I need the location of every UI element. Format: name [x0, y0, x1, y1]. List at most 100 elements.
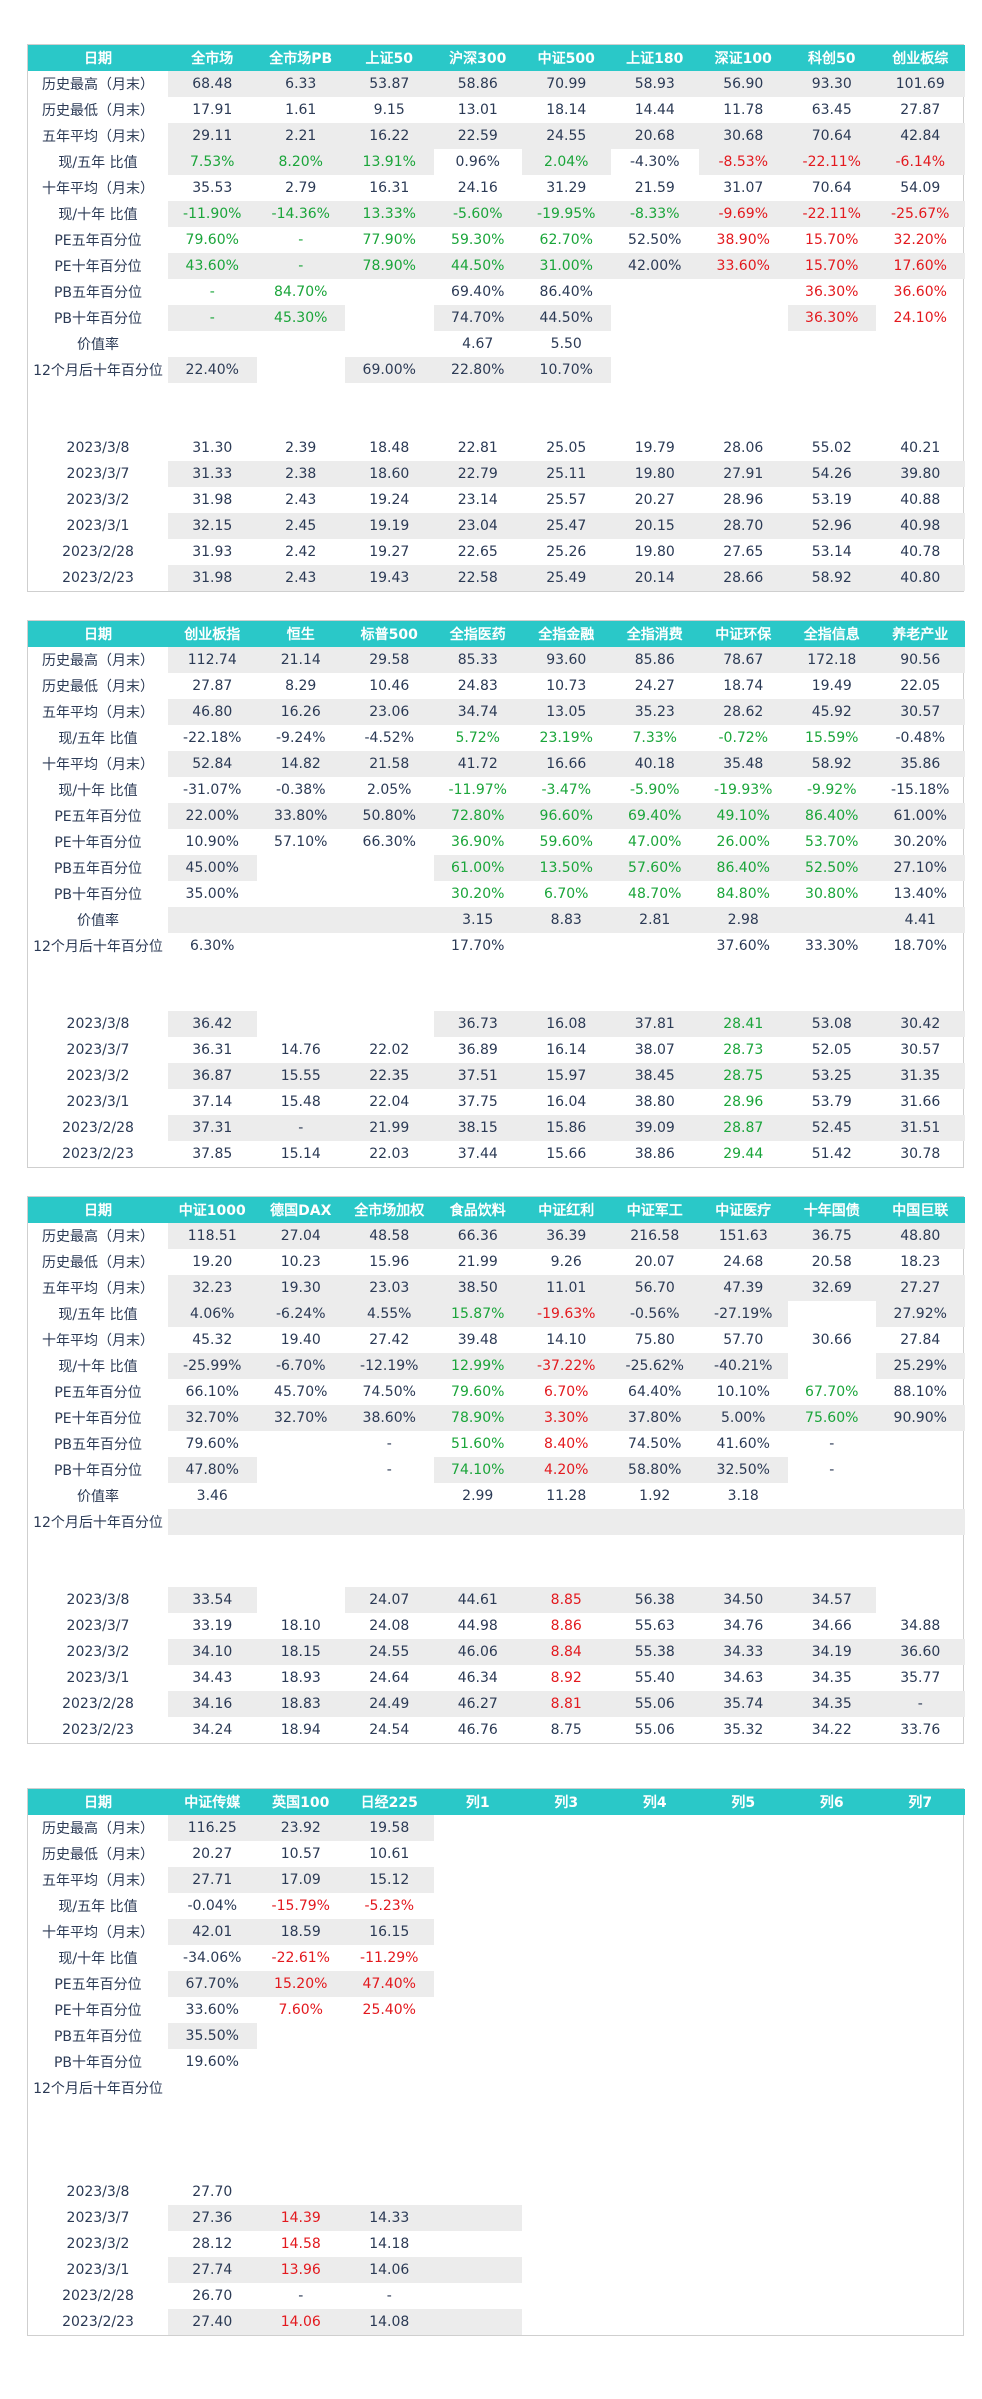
row-label: 2023/3/8: [66, 1592, 130, 1608]
date-row: 2023/2/28 26.70 - -: [28, 2283, 965, 2309]
table-cell: 72.80%: [433, 803, 522, 829]
table-cell: -: [829, 1436, 835, 1452]
table-cell: [699, 2205, 788, 2231]
table-cell: 48.80: [876, 1223, 965, 1249]
table-cell: 33.60%: [185, 2002, 239, 2018]
table-cell: [522, 933, 611, 959]
table-cell: 78.90%: [345, 253, 434, 279]
empty-cell: [788, 1535, 877, 1561]
row-label: PE十年百分位: [54, 835, 142, 851]
table-cell: -: [256, 1115, 345, 1141]
table-cell: 4.06%: [168, 1301, 257, 1327]
table-cell: 14.76: [280, 1042, 321, 1058]
table-cell: 8.92: [550, 1670, 582, 1686]
row-label: 历史最低（月末）: [42, 103, 154, 119]
date-row: 2023/2/28 31.93 2.42 19.27 22.65 25.26 19.80 27…: [28, 539, 965, 565]
table-cell: [876, 1867, 965, 1893]
table-cell: 22.40%: [168, 357, 257, 383]
row-label: 2023/2/23: [62, 1146, 134, 1162]
table-cell: [345, 907, 434, 933]
table-cell: 23.19%: [539, 730, 593, 746]
table-cell: [699, 305, 788, 331]
table-cell: 9.26: [550, 1254, 582, 1270]
table-cell: 44.50%: [433, 253, 522, 279]
table-cell: [345, 331, 434, 357]
table-cell: 58.93: [610, 71, 699, 97]
date-row: 2023/3/8 31.30 2.39 18.48 22.81 25.05 19.79 28.…: [28, 435, 965, 461]
column-header: 全指金融: [522, 621, 611, 647]
table-cell: [434, 1841, 523, 1867]
date-row: 2023/2/28 34.16 18.83 24.49 46.27 8.81 55.06 35…: [28, 1691, 965, 1717]
table-cell: 22.65: [457, 544, 498, 560]
metric-row: PB十年百分位 19.60%: [28, 2049, 965, 2075]
table-cell: [522, 1971, 611, 1997]
table-cell: -3.47%: [541, 782, 592, 798]
table-cell: [699, 2075, 788, 2101]
table-cell: 34.88: [900, 1618, 941, 1634]
table-cell: 25.40%: [362, 2002, 416, 2018]
table-cell: 16.31: [369, 180, 410, 196]
table-cell: 19.27: [369, 544, 410, 560]
empty-cell: [699, 1535, 788, 1561]
table-cell: 51.60%: [451, 1436, 505, 1452]
table-cell: 52.96: [787, 513, 876, 539]
data-table: 日期 中证传媒 英国100 日经225 列1 列3 列4 列5 列6 列7 历史最高（月末） 116.…: [28, 1789, 965, 2335]
metric-row: 价值率 3.46 2.99 11.28 1.92 3.18: [28, 1483, 965, 1509]
table-cell: [699, 1815, 788, 1841]
table-cell: 45.32: [192, 1332, 233, 1348]
empty-cell: [345, 383, 434, 409]
table-cell: 2.45: [256, 513, 345, 539]
table-cell: [522, 2179, 611, 2205]
table-cell: [257, 2023, 346, 2049]
empty-cell: [699, 383, 788, 409]
empty-cell: [611, 383, 700, 409]
row-label: 2023/2/28: [62, 544, 134, 560]
row-label: 2023/2/28: [62, 2288, 134, 2304]
table-cell: 22.03: [369, 1146, 410, 1162]
empty-cell: [168, 409, 257, 435]
empty-cell: [522, 985, 611, 1011]
table-cell: [699, 279, 788, 305]
table-cell: [168, 907, 257, 933]
table-cell: 56.70: [610, 1275, 699, 1301]
table-cell: 13.05: [522, 699, 611, 725]
table-cell: 35.50%: [168, 2023, 257, 2049]
table-cell: 37.14: [192, 1094, 233, 1110]
table-cell: 32.50%: [699, 1457, 788, 1483]
metric-row: 12个月后十年百分位: [28, 2075, 965, 2101]
table-cell: [876, 1919, 965, 1945]
table-cell: 38.90%: [716, 232, 770, 248]
empty-cell: [434, 985, 523, 1011]
table-cell: 40.98: [876, 513, 965, 539]
table-cell: 57.60%: [610, 855, 699, 881]
table-cell: 8.83: [522, 907, 611, 933]
table-cell: 27.71: [168, 1867, 257, 1893]
table-cell: 32.70%: [168, 1405, 257, 1431]
table-cell: 15.96: [369, 1254, 410, 1270]
column-header: 中证500: [522, 45, 611, 71]
metric-row: 五年平均（月末） 32.23 19.30 23.03 38.50 11.01 56.70 47…: [28, 1275, 965, 1301]
table-cell: [433, 2205, 522, 2231]
table-cell: [257, 1457, 346, 1483]
table-cell: 34.63: [723, 1670, 764, 1686]
table-cell: [788, 1971, 877, 1997]
spacer-row: [28, 409, 965, 435]
table-cell: -4.52%: [364, 730, 415, 746]
metric-row: PE五年百分位 67.70% 15.20% 47.40%: [28, 1971, 965, 1997]
table-cell: 42.01: [168, 1919, 257, 1945]
empty-cell: [699, 959, 788, 985]
table-cell: 27.36: [168, 2205, 257, 2231]
table-cell: -19.95%: [522, 201, 611, 227]
empty-cell: [522, 2153, 611, 2179]
table-cell: 8.81: [522, 1691, 611, 1717]
table-cell: [699, 2231, 788, 2257]
row-label: 现/十年 比值: [58, 1951, 138, 1967]
table-cell: 52.45: [787, 1115, 876, 1141]
table-cell: [522, 1893, 611, 1919]
table-cell: 22.00%: [168, 803, 257, 829]
table-cell: -: [209, 284, 215, 300]
table-cell: 22.02: [369, 1042, 410, 1058]
column-header: 十年国债: [787, 1197, 876, 1223]
empty-cell: [611, 2127, 700, 2153]
table-cell: [257, 855, 346, 881]
